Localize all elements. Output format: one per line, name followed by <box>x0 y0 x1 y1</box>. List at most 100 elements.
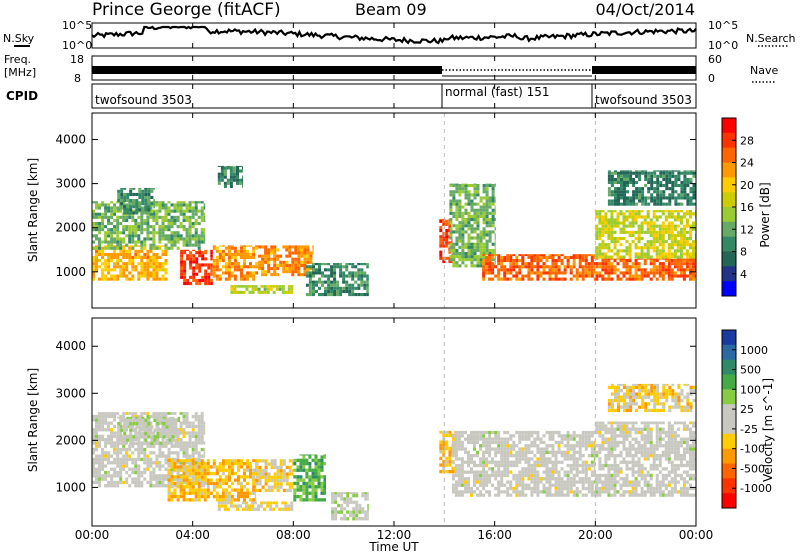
heatmap-cell <box>551 434 555 438</box>
heatmap-cell <box>340 497 344 501</box>
heatmap-cell <box>442 470 446 474</box>
heatmap-cell <box>188 237 192 241</box>
heatmap-cell <box>625 262 629 266</box>
heatmap-cell <box>152 265 156 269</box>
heatmap-cell <box>180 266 184 270</box>
heatmap-cell <box>182 471 186 476</box>
heatmap-cell <box>664 240 668 244</box>
heatmap-cell <box>171 438 175 442</box>
heatmap-cell <box>331 500 335 504</box>
heatmap-cell <box>643 274 647 278</box>
heatmap-cell <box>191 491 195 495</box>
heatmap-cell <box>689 227 692 231</box>
heatmap-cell <box>288 488 292 493</box>
heatmap-cell <box>131 277 135 281</box>
heatmap-cell <box>614 202 617 206</box>
heatmap-cell <box>146 252 150 256</box>
heatmap-cell <box>134 234 138 238</box>
heatmap-cell <box>464 460 467 464</box>
heatmap-cell <box>604 218 608 222</box>
heatmap-cell <box>683 180 687 184</box>
heatmap-cell <box>348 283 352 287</box>
heatmap-cell <box>158 262 162 266</box>
heatmap-cell <box>667 249 671 253</box>
heatmap-cell <box>143 434 147 438</box>
heatmap-cell <box>110 212 114 216</box>
heatmap-cell <box>101 464 105 468</box>
heatmap-cell <box>569 437 573 441</box>
heatmap-cell <box>442 433 446 438</box>
heatmap-cell <box>598 210 602 213</box>
heatmap-cell <box>337 510 341 514</box>
heatmap-cell <box>95 255 98 259</box>
colorbar-segment <box>722 177 736 193</box>
heatmap-cell <box>488 480 492 484</box>
heatmap-cell <box>204 269 208 273</box>
heatmap-cell <box>227 271 231 275</box>
heatmap-cell <box>143 246 147 250</box>
heatmap-cell <box>470 245 474 249</box>
heatmap-cell <box>143 467 147 471</box>
heatmap-cell <box>252 265 256 269</box>
heatmap-cell <box>95 201 98 204</box>
heatmap-cell <box>152 259 156 263</box>
heatmap-cell <box>449 258 453 262</box>
heatmap-cell <box>494 252 496 256</box>
heatmap-cell <box>113 240 117 244</box>
heatmap-cell <box>132 435 136 439</box>
heatmap-cell <box>673 252 677 256</box>
heatmap-cell <box>227 459 231 462</box>
heatmap-cell <box>254 285 258 288</box>
heatmap-cell <box>572 447 576 451</box>
heatmap-cell <box>536 493 540 497</box>
heatmap-cell <box>330 268 334 272</box>
heatmap-cell <box>129 431 133 436</box>
heatmap-cell <box>343 517 347 521</box>
heatmap-cell <box>542 277 546 281</box>
heatmap-cell <box>128 474 132 478</box>
heatmap-cell <box>327 277 331 281</box>
heatmap-cell <box>655 218 659 222</box>
heatmap-cell <box>273 270 277 274</box>
heatmap-cell <box>165 441 169 446</box>
heatmap-cell <box>578 265 582 269</box>
heatmap-cell <box>536 277 540 281</box>
heatmap-cell <box>575 470 579 474</box>
heatmap-cell <box>158 421 162 425</box>
heatmap-cell <box>622 274 626 278</box>
heatmap-cell <box>107 454 111 458</box>
heatmap-cell <box>635 190 639 194</box>
heatmap-cell <box>518 265 522 269</box>
heatmap-cell <box>101 461 105 465</box>
heatmap-cell <box>243 491 246 495</box>
heatmap-cell <box>470 236 474 240</box>
heatmap-cell <box>107 240 111 244</box>
heatmap-cell <box>170 481 174 486</box>
heatmap-cell <box>348 286 352 290</box>
heatmap-cell <box>619 227 623 231</box>
heatmap-cell <box>670 255 674 259</box>
heatmap-cell <box>324 268 327 272</box>
heatmap-cell <box>110 209 114 213</box>
heatmap-cell <box>497 450 501 454</box>
heatmap-cell <box>261 475 265 479</box>
heatmap-cell <box>317 481 321 486</box>
heatmap-cell <box>685 274 689 278</box>
heatmap-cell <box>616 215 620 219</box>
heatmap-cell <box>309 254 313 258</box>
heatmap-cell <box>158 434 162 438</box>
heatmap-cell <box>348 293 352 297</box>
heatmap-cell <box>439 430 443 434</box>
heatmap-cell <box>308 462 312 466</box>
heatmap-cell <box>122 414 126 419</box>
heatmap-cell <box>230 285 234 288</box>
heatmap-cell <box>161 477 165 481</box>
heatmap-cell <box>626 202 629 206</box>
heatmap-cell <box>92 209 95 213</box>
heatmap-cell <box>110 228 114 232</box>
heatmap-cell <box>299 494 303 499</box>
heatmap-cell <box>164 262 168 266</box>
heatmap-cell <box>548 444 552 448</box>
heatmap-cell <box>488 252 492 256</box>
heatmap-cell <box>355 513 359 518</box>
